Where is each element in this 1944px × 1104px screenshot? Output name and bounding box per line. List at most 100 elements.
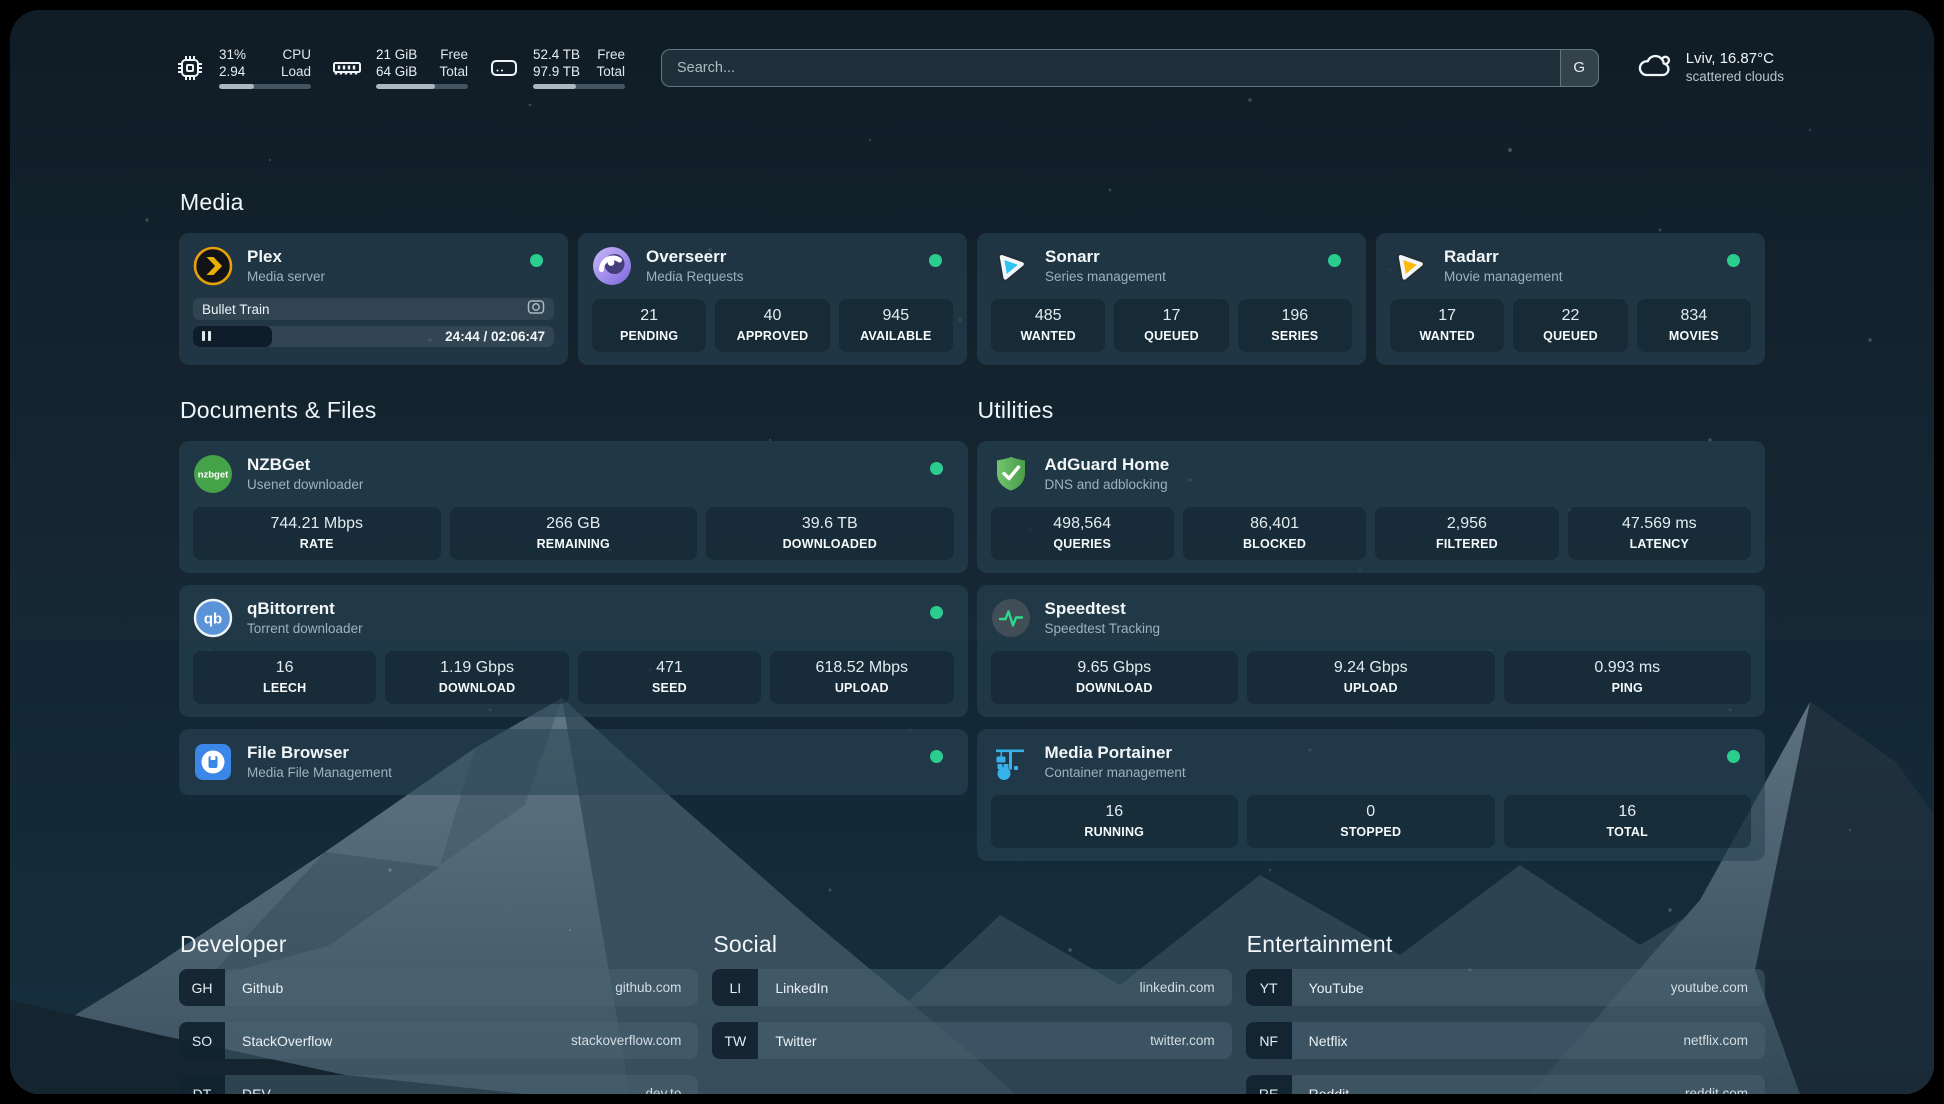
- status-dot: [929, 750, 943, 763]
- bookmark-youtube[interactable]: YT YouTube youtube.com: [1245, 969, 1765, 1006]
- stat-label: PING: [1611, 681, 1643, 695]
- service-link-radarr[interactable]: Radarr Movie management: [1390, 246, 1751, 286]
- memory-widget: 21 GiB 64 GiB Free Total: [330, 46, 468, 89]
- service-link-speedtest[interactable]: Speedtest Speedtest Tracking: [991, 598, 1752, 638]
- section-media: Media Plex Media server: [179, 187, 1765, 365]
- service-link-nzbget[interactable]: nzbget NZBGet Usenet downloader: [193, 454, 954, 494]
- section-title-documents: Documents & Files: [180, 397, 377, 423]
- service-card-overseerr: Overseerr Media Requests 21 PENDING 40 A…: [578, 233, 967, 365]
- bookmark-reddit[interactable]: RE Reddit reddit.com: [1245, 1075, 1765, 1095]
- total-label: Total: [439, 64, 468, 79]
- qbittorrent-icon: qb: [193, 598, 233, 638]
- service-name: File Browser: [247, 743, 350, 762]
- disk-progress-bar: [533, 84, 625, 89]
- stat-label: APPROVED: [736, 329, 809, 343]
- stat-value: 0.993 ms: [1594, 659, 1661, 676]
- svg-text:qb: qb: [204, 611, 222, 628]
- stat-box: 945 AVAILABLE: [838, 299, 953, 352]
- section-utilities: Utilities AdGuard: [976, 395, 1765, 873]
- bookmark-name: LinkedIn: [775, 979, 829, 996]
- stat-label: QUEUED: [1144, 329, 1199, 343]
- service-link-portainer[interactable]: Media Portainer Container management: [991, 742, 1752, 782]
- stat-box: 1.19 Gbps DOWNLOAD: [385, 651, 569, 704]
- stat-value: 2,956: [1446, 515, 1487, 532]
- stat-label: MOVIES: [1668, 329, 1719, 343]
- resource-widgets: 31% 2.94 CPU Load: [173, 46, 625, 89]
- service-card-nzbget: nzbget NZBGet Usenet downloader 744.21 M…: [179, 441, 968, 573]
- service-description: Series management: [1045, 269, 1166, 284]
- service-link-qbittorrent[interactable]: qb qBittorrent Torrent downloader: [193, 598, 954, 638]
- section-documents: Documents & Files nzbget NZBGet Usenet d: [179, 395, 968, 807]
- cloud-icon: [1635, 48, 1673, 87]
- search-input[interactable]: [662, 49, 1560, 86]
- search-provider-button[interactable]: G: [1559, 49, 1598, 86]
- service-name: Radarr: [1444, 247, 1499, 266]
- stat-box: 17 QUEUED: [1114, 299, 1229, 352]
- top-bar: 31% 2.94 CPU Load: [173, 46, 1784, 89]
- bookmark-name: Netflix: [1308, 1032, 1348, 1049]
- stat-value: 9.65 Gbps: [1077, 659, 1152, 676]
- stat-box: 834 MOVIES: [1636, 299, 1751, 352]
- service-link-plex[interactable]: Plex Media server: [193, 246, 554, 286]
- section-title-utilities: Utilities: [977, 397, 1054, 423]
- stat-value: 485: [1034, 307, 1062, 324]
- service-link-overseerr[interactable]: Overseerr Media Requests: [592, 246, 953, 286]
- service-description: Media File Management: [247, 765, 392, 780]
- service-name: Overseerr: [646, 247, 727, 266]
- svg-text:nzbget: nzbget: [198, 470, 229, 481]
- memory-progress-fill: [376, 84, 435, 89]
- stat-label: STOPPED: [1340, 825, 1402, 839]
- stat-label: AVAILABLE: [860, 329, 932, 343]
- bookmark-url: twitter.com: [1150, 1033, 1215, 1048]
- service-description: DNS and adblocking: [1044, 477, 1168, 492]
- overseerr-icon: [592, 246, 632, 286]
- bookmark-name: Reddit: [1308, 1085, 1350, 1095]
- service-name: NZBGet: [247, 455, 311, 474]
- service-link-sonarr[interactable]: Sonarr Series management: [991, 246, 1352, 286]
- stat-box: 485 WANTED: [991, 299, 1106, 352]
- service-card-radarr: Radarr Movie management 17 WANTED 22 QUE…: [1376, 233, 1765, 365]
- service-card-adguard: AdGuard Home DNS and adblocking 498,564 …: [976, 441, 1765, 573]
- stat-box: 618.52 Mbps UPLOAD: [770, 651, 954, 704]
- status-dot: [929, 606, 943, 619]
- service-name: Speedtest: [1044, 599, 1126, 618]
- stat-label: DOWNLOAD: [1075, 681, 1153, 695]
- bookmark-netflix[interactable]: NF Netflix netflix.com: [1245, 1022, 1765, 1059]
- stat-value: 744.21 Mbps: [270, 515, 363, 532]
- stat-label: UPLOAD: [1343, 681, 1398, 695]
- cpu-utilization: 31%: [219, 47, 247, 62]
- bookmark-linkedin[interactable]: LI LinkedIn linkedin.com: [712, 969, 1232, 1006]
- bookmark-github[interactable]: GH Github github.com: [179, 969, 699, 1006]
- bookmark-name: YouTube: [1308, 979, 1364, 996]
- stat-value: 16: [1105, 803, 1124, 820]
- disk-icon: [487, 51, 521, 85]
- bookmark-abbr: RE: [1245, 1075, 1292, 1094]
- stat-label: QUERIES: [1053, 537, 1112, 551]
- cpu-progress-fill: [219, 84, 254, 89]
- stat-label: SEED: [652, 681, 687, 695]
- bookmark-abbr: TW: [712, 1022, 759, 1059]
- playback-time: 24:44 / 02:06:47: [445, 329, 545, 344]
- portainer-icon: [991, 742, 1031, 782]
- stat-value: 17: [1438, 307, 1457, 324]
- stat-box: 16 LEECH: [193, 651, 377, 704]
- service-link-adguard[interactable]: AdGuard Home DNS and adblocking: [991, 454, 1752, 494]
- service-description: Media server: [247, 269, 326, 284]
- bookmark-group-entertainment: Entertainment YT YouTube youtube.com NF …: [1245, 929, 1765, 1095]
- stat-value: 471: [656, 659, 683, 676]
- memory-free: 21 GiB: [376, 47, 418, 62]
- stat-box: 21 PENDING: [592, 299, 707, 352]
- stat-box: 22 QUEUED: [1513, 299, 1628, 352]
- stat-label: RUNNING: [1084, 825, 1145, 839]
- bookmark-dev[interactable]: DT DEV dev.to: [179, 1075, 699, 1094]
- camera-icon: [527, 299, 545, 320]
- bookmark-name: Github: [242, 979, 284, 996]
- filebrowser-icon: [193, 742, 233, 782]
- bookmark-twitter[interactable]: TW Twitter twitter.com: [712, 1022, 1232, 1059]
- service-link-filebrowser[interactable]: File Browser Media File Management: [193, 742, 954, 782]
- bookmark-stackoverflow[interactable]: SO StackOverflow stackoverflow.com: [179, 1022, 699, 1059]
- service-description: Speedtest Tracking: [1044, 621, 1161, 636]
- stat-value: 196: [1281, 307, 1309, 324]
- stat-box: 86,401 BLOCKED: [1182, 507, 1367, 560]
- service-description: Container management: [1044, 765, 1186, 780]
